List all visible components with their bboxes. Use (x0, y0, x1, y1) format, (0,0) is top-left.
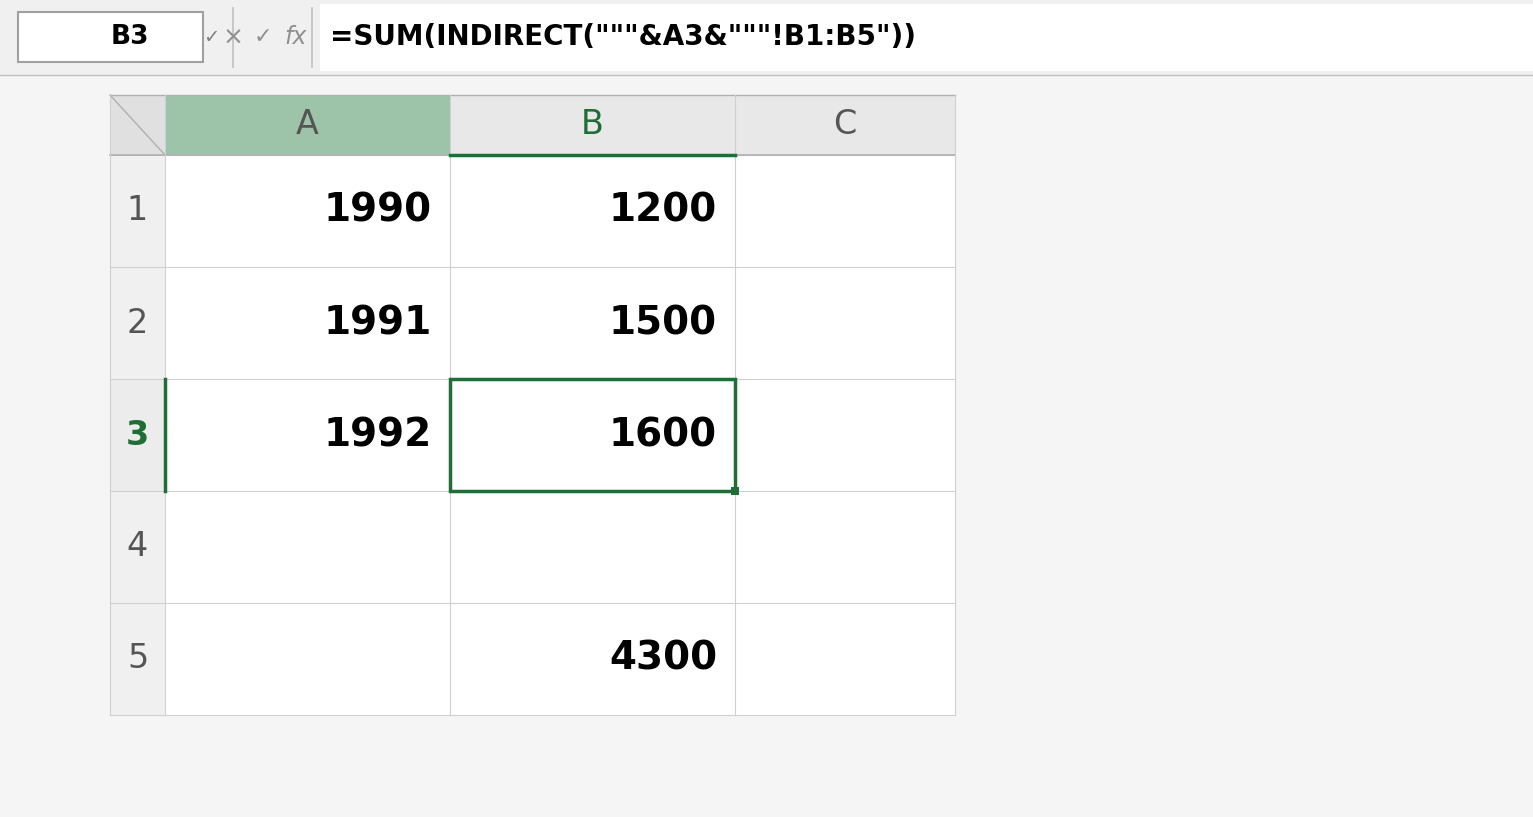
Text: 5: 5 (127, 642, 149, 676)
Text: ✓: ✓ (202, 28, 219, 47)
Text: 1992: 1992 (323, 416, 432, 454)
Text: B3: B3 (110, 24, 149, 50)
Bar (110, 491, 166, 603)
Text: 1200: 1200 (609, 192, 717, 230)
Text: 3: 3 (126, 418, 149, 452)
Text: A: A (296, 109, 319, 141)
Bar (110, 95, 955, 715)
Bar (166, 95, 451, 155)
Bar (110, 603, 166, 715)
Text: 2: 2 (127, 306, 149, 340)
Text: 1: 1 (127, 194, 149, 227)
Text: ✓: ✓ (253, 28, 273, 47)
Text: 1990: 1990 (323, 192, 432, 230)
Bar (451, 379, 734, 491)
Text: fx: fx (285, 25, 307, 50)
Text: 4: 4 (127, 530, 149, 564)
Bar (451, 95, 734, 155)
Text: C: C (834, 109, 857, 141)
Text: =SUM(INDIRECT("""&A3&"""!B1:B5")): =SUM(INDIRECT("""&A3&"""!B1:B5")) (330, 24, 917, 51)
Bar (0, 0, 1533, 75)
Text: B: B (581, 109, 604, 141)
Bar (110, 267, 166, 379)
Text: 1600: 1600 (609, 416, 717, 454)
Bar (320, 4, 1533, 71)
Text: ×: × (222, 25, 244, 50)
Text: 1991: 1991 (323, 304, 432, 342)
Bar (734, 95, 955, 155)
Bar (110, 155, 166, 267)
Bar (731, 487, 739, 495)
Bar (110, 379, 166, 491)
Bar (18, 12, 202, 62)
Bar (110, 95, 166, 155)
Text: 4300: 4300 (609, 640, 717, 678)
Text: 1500: 1500 (609, 304, 717, 342)
